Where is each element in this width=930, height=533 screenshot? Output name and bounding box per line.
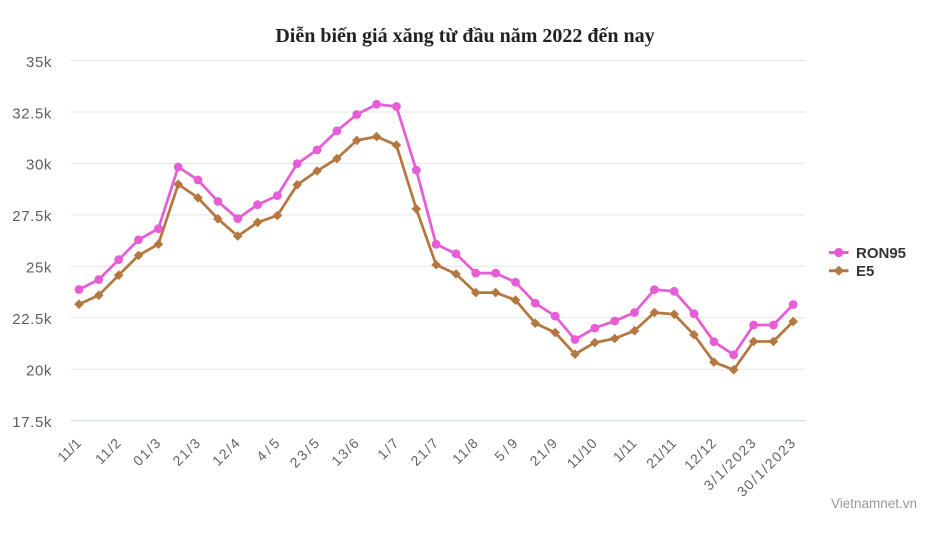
svg-text:35k: 35k	[26, 54, 52, 71]
svg-text:Vietnamnet.vn: Vietnamnet.vn	[831, 496, 917, 511]
svg-text:25k: 25k	[26, 260, 52, 277]
svg-text:RON95: RON95	[856, 245, 906, 262]
svg-text:E5: E5	[856, 263, 874, 280]
svg-text:32.5k: 32.5k	[12, 105, 52, 122]
svg-text:17.5k: 17.5k	[12, 414, 52, 431]
svg-text:Diễn biến giá xăng từ đầu năm: Diễn biến giá xăng từ đầu năm 2022 đến n…	[275, 25, 654, 47]
svg-text:27.5k: 27.5k	[12, 208, 52, 225]
svg-text:22.5k: 22.5k	[12, 311, 52, 328]
svg-text:20k: 20k	[26, 363, 52, 380]
svg-text:30k: 30k	[26, 157, 52, 174]
